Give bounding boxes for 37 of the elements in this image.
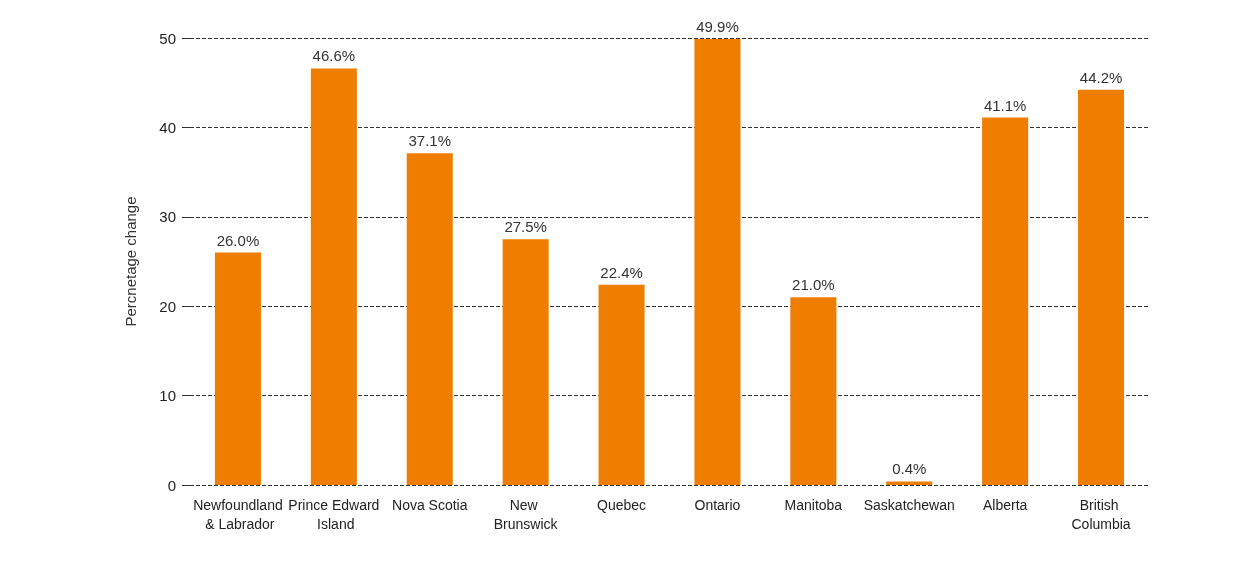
bar bbox=[406, 153, 453, 485]
bar bbox=[982, 117, 1029, 485]
x-tick-label: Quebec bbox=[597, 496, 647, 513]
bar bbox=[310, 68, 357, 485]
bar bbox=[598, 284, 645, 485]
x-tick-label: Saskatchewan bbox=[863, 496, 955, 513]
y-tick-label: 30 bbox=[159, 208, 176, 226]
data-label: 49.9% bbox=[696, 17, 739, 35]
x-tick-label: Prince Edward Island bbox=[288, 496, 380, 532]
bar bbox=[694, 38, 741, 485]
x-tick-label: British Columbia bbox=[1071, 496, 1131, 532]
x-tick-label: Newfoundland & Labrador bbox=[193, 496, 283, 532]
data-label: 26.0% bbox=[216, 231, 260, 249]
data-label: 27.5% bbox=[504, 218, 547, 236]
bar bbox=[1078, 89, 1125, 485]
data-label: 44.2% bbox=[1079, 68, 1123, 86]
data-label: 37.1% bbox=[408, 132, 452, 150]
y-tick-label: 40 bbox=[159, 118, 176, 136]
x-tick-label: Ontario bbox=[694, 496, 741, 513]
y-tick-label: 50 bbox=[159, 29, 176, 47]
bar bbox=[214, 252, 261, 485]
x-tick-label: Manitoba bbox=[784, 496, 843, 513]
bar bbox=[790, 297, 837, 485]
data-label: 22.4% bbox=[600, 263, 643, 281]
y-tick-label: 10 bbox=[159, 387, 176, 405]
x-tick-label: Alberta bbox=[982, 496, 1028, 513]
data-label: 46.6% bbox=[312, 47, 356, 65]
y-tick-label: 0 bbox=[167, 476, 176, 494]
bar bbox=[886, 481, 933, 485]
data-label: 21.0% bbox=[792, 276, 835, 294]
bar bbox=[502, 239, 549, 485]
data-label: 0.4% bbox=[892, 460, 927, 478]
x-tick-label: New Brunswick bbox=[493, 496, 559, 532]
y-axis-title: Percnetage change bbox=[122, 196, 139, 327]
x-tick-label: Nova Scotia bbox=[392, 496, 468, 513]
data-label: 41.1% bbox=[983, 96, 1027, 114]
y-tick-label: 20 bbox=[159, 297, 176, 315]
